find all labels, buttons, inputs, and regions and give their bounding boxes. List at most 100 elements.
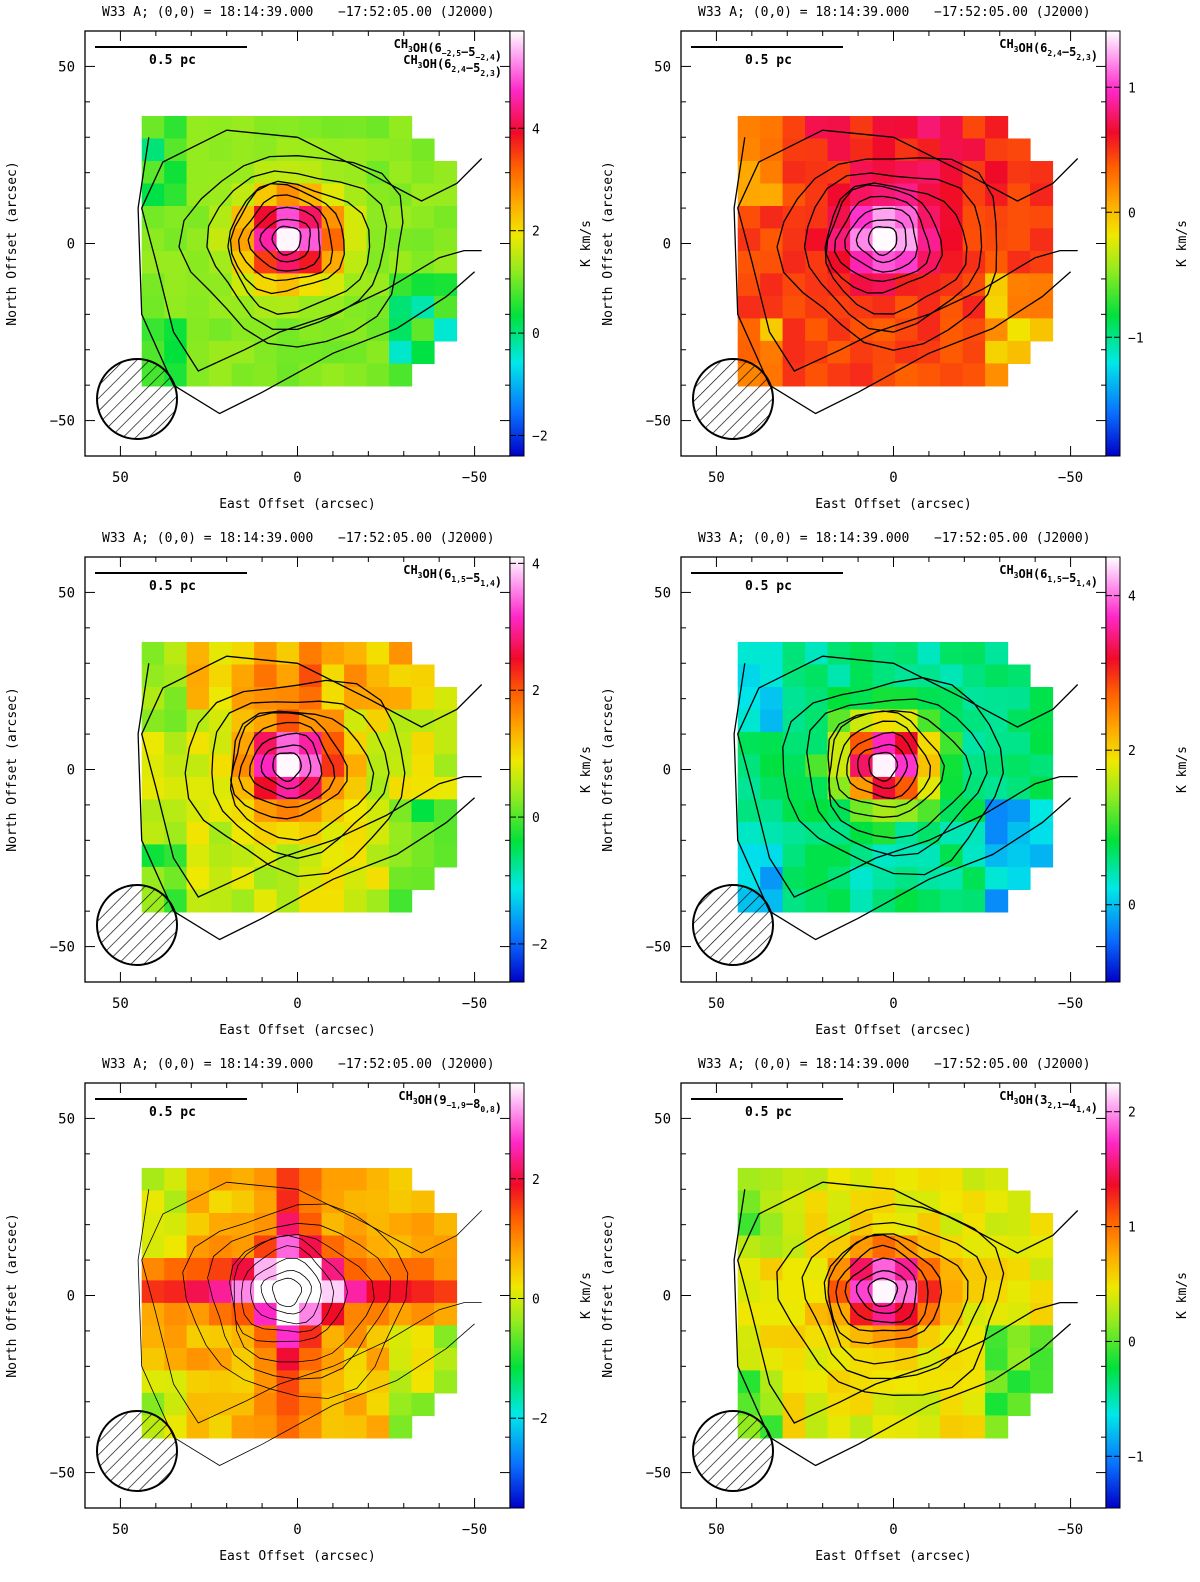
heatmap-cell [321, 709, 345, 733]
heatmap-cell [962, 664, 986, 688]
heatmap-cell [321, 228, 345, 252]
heatmap-cell [141, 1258, 165, 1282]
heatmap-cell [366, 709, 390, 733]
heatmap-cell [782, 1235, 806, 1259]
molecule-label-part: OH(3 [1019, 1093, 1048, 1107]
heatmap-cell [737, 1392, 761, 1416]
heatmap-cell [872, 732, 896, 756]
heatmap-cell [434, 1370, 458, 1394]
heatmap-cell [760, 687, 784, 711]
heatmap-cell [760, 161, 784, 185]
heatmap-cell [434, 821, 458, 845]
panel-1: W33 A; (0,0) = 18:14:39.000 −17:52:05.00 … [5, 5, 594, 512]
heatmap-cell [940, 754, 964, 778]
heatmap-cell [231, 799, 255, 823]
heatmap-cell [872, 754, 896, 778]
heatmap-cell [321, 318, 345, 342]
y-axis-label: North Offset (arcsec) [5, 161, 20, 325]
heatmap-cell [366, 1415, 390, 1439]
heatmap-cell [760, 1213, 784, 1237]
heatmap-cell [1030, 1302, 1054, 1326]
heatmap-cell [164, 732, 188, 756]
heatmap-cell [186, 206, 210, 230]
heatmap-cell [231, 1258, 255, 1282]
heatmap-cell [254, 889, 278, 913]
heatmap-cell [760, 754, 784, 778]
contour-line [776, 157, 998, 351]
heatmap-cell [805, 776, 829, 800]
heatmap-cell [737, 1258, 761, 1282]
heatmap-cell [782, 844, 806, 868]
heatmap-cell [985, 754, 1009, 778]
heatmap-cell [299, 1168, 323, 1192]
heatmap-cell [737, 1302, 761, 1326]
y-tick-label: 0 [67, 237, 75, 253]
heatmap-cell [1030, 161, 1054, 185]
heatmap-cell [366, 116, 390, 140]
heatmap-cell [827, 1168, 851, 1192]
x-tick-label: −50 [1058, 1522, 1083, 1538]
heatmap-cell [1030, 1370, 1054, 1394]
heatmap-cell [872, 161, 896, 185]
heatmap-cell [366, 821, 390, 845]
heatmap-cell [276, 642, 300, 666]
heatmap-cell [411, 228, 435, 252]
heatmap-cell [141, 1325, 165, 1349]
heatmap-cell [940, 138, 964, 162]
heatmap-cell [737, 295, 761, 319]
heatmap-cell [805, 228, 829, 252]
heatmap-cell [411, 821, 435, 845]
heatmap-cell [760, 318, 784, 342]
colorbar-tick-label: 2 [1128, 744, 1136, 759]
heatmap-cell [411, 161, 435, 185]
heatmap-cell [985, 1213, 1009, 1237]
heatmap-cell [760, 844, 784, 868]
heatmap-cell [850, 1168, 874, 1192]
heatmap-cell [782, 138, 806, 162]
ticks [84, 556, 511, 983]
heatmap-cell [276, 1302, 300, 1326]
heatmap-cell [389, 206, 413, 230]
heatmap-cell [209, 183, 233, 207]
heatmap-cell [940, 1258, 964, 1282]
heatmap-cell [1030, 821, 1054, 845]
heatmap-cell [782, 183, 806, 207]
y-tick-label: 0 [663, 763, 671, 779]
heatmap-cell [1007, 821, 1031, 845]
heatmap-cell [299, 1415, 323, 1439]
heatmap-cell [850, 889, 874, 913]
heatmap-cell [895, 1190, 919, 1214]
heatmap-cell [141, 732, 165, 756]
contour-line [867, 1277, 899, 1308]
heatmap-cell [737, 1213, 761, 1237]
heatmap-cell [411, 1325, 435, 1349]
heatmap-cell [141, 776, 165, 800]
heatmap-cell [1030, 754, 1054, 778]
heatmap-cell [827, 889, 851, 913]
heatmap-cell [917, 866, 941, 890]
heatmap-cell [141, 1347, 165, 1371]
heatmap-cell [254, 363, 278, 387]
heatmap-cell [276, 1370, 300, 1394]
heatmap-cell [940, 799, 964, 823]
heatmap-cell [366, 664, 390, 688]
contour-line [137, 663, 476, 941]
molecule-label-part: −1,9 [447, 1101, 466, 1110]
contour-line [206, 170, 388, 331]
heatmap-cell [962, 1168, 986, 1192]
heatmap-cell [940, 709, 964, 733]
heatmap-cell [827, 1347, 851, 1371]
heatmap-cell [895, 138, 919, 162]
x-tick-label: 50 [708, 1522, 725, 1538]
heatmap-cell [164, 1280, 188, 1304]
heatmap-cell [917, 844, 941, 868]
heatmap-cell [411, 776, 435, 800]
heatmap-cell [254, 1302, 278, 1326]
heatmap-cell [850, 363, 874, 387]
heatmap-cell [985, 642, 1009, 666]
molecule-label-part: 1,5 [1047, 575, 1062, 584]
heatmap-cell [737, 228, 761, 252]
heatmap-cell [827, 318, 851, 342]
heatmap-cell [299, 1235, 323, 1259]
heatmap-cell [985, 1235, 1009, 1259]
